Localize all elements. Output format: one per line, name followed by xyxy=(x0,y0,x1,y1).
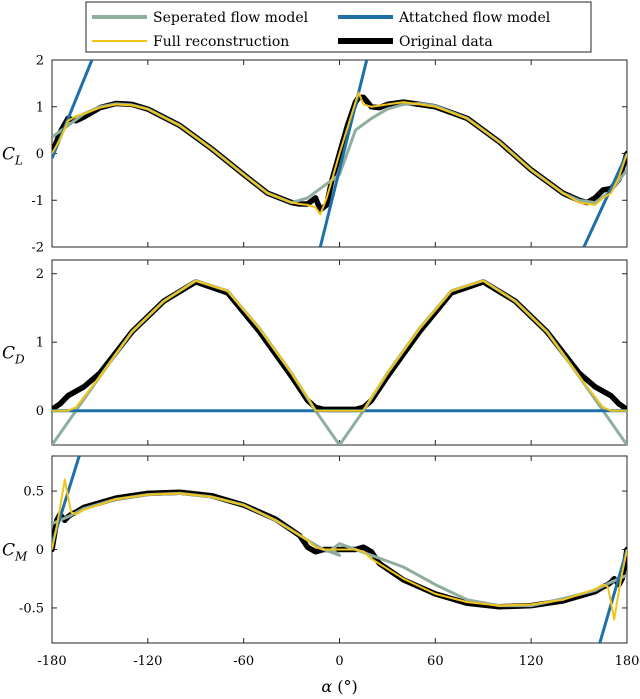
legend-entry: Original data xyxy=(338,34,493,50)
x-axis-label: α (°) xyxy=(321,677,357,696)
y-axis-label: CL xyxy=(2,145,23,168)
y-tick-label: 2 xyxy=(36,54,44,69)
x-axis: -180 -120 -60 0 60 120 180 α (°) xyxy=(37,654,639,696)
legend-label: Full reconstruction xyxy=(153,34,289,50)
y-tick-label: 0 xyxy=(36,543,44,558)
series-full-reconstruction xyxy=(52,91,627,216)
y-axis-label: CD xyxy=(2,344,25,367)
axes-box xyxy=(51,259,628,446)
legend: Seperated flow model Attatched flow model… xyxy=(85,1,592,53)
y-tick-label: 1 xyxy=(36,336,44,351)
y-tick-label: 2 xyxy=(36,267,44,282)
series-separated-flow xyxy=(52,279,627,445)
y-tick-label: 0 xyxy=(36,147,44,162)
y-tick-label: 0 xyxy=(36,404,44,419)
series-full-reconstruction xyxy=(52,478,627,621)
legend-entry: Full reconstruction xyxy=(92,34,289,50)
y-tick-label: -2 xyxy=(31,241,44,256)
legend-entry: Attatched flow model xyxy=(338,10,551,26)
legend-entry: Seperated flow model xyxy=(92,10,309,26)
x-tick-label: 60 xyxy=(427,654,444,669)
y-tick-label: 1 xyxy=(36,100,44,115)
panel-m: -0.5 0 0.5 CM xyxy=(2,455,628,644)
x-tick-label: 0 xyxy=(335,654,343,669)
legend-label: Attatched flow model xyxy=(398,10,551,26)
y-tick-label: -0.5 xyxy=(19,601,44,616)
x-tick-label: -60 xyxy=(233,654,254,669)
panel-d: 0 1 2 CD xyxy=(2,259,628,446)
x-tick-label: 120 xyxy=(519,654,544,669)
x-tick-label: 180 xyxy=(615,654,640,669)
legend-label: Seperated flow model xyxy=(153,10,309,26)
y-tick-label: 0.5 xyxy=(23,485,44,500)
x-tick-label: -120 xyxy=(133,654,162,669)
legend-label: Original data xyxy=(399,34,493,50)
series-full-reconstruction xyxy=(52,279,627,412)
chart-panels: -2 -1 0 1 2 CL 0 1 2 CD -0.5 0 0.5 CM xyxy=(2,54,628,644)
panel-l: -2 -1 0 1 2 CL xyxy=(2,54,628,256)
x-tick-label: -180 xyxy=(37,654,66,669)
y-tick-label: -1 xyxy=(31,194,44,209)
series-attached-flow xyxy=(598,549,627,643)
series-attached-flow xyxy=(582,152,627,247)
series-attached-flow xyxy=(318,60,369,247)
y-axis-label: CM xyxy=(2,541,28,564)
series-original-data xyxy=(52,279,627,413)
